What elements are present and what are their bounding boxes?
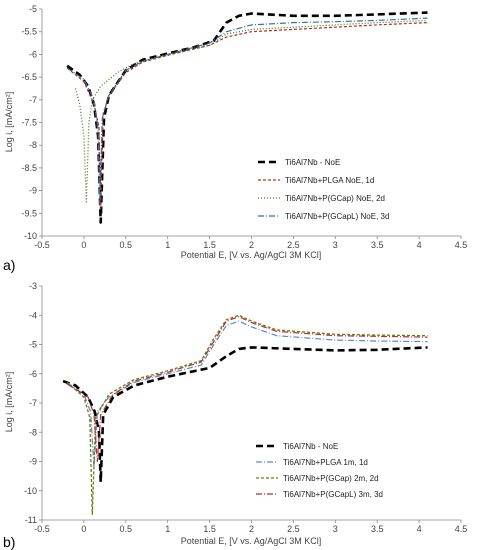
legend-label-2: Ti6Al7Nb+PLGA NoE, 1d (285, 176, 374, 185)
x-tick-label: 1.5 (203, 524, 216, 534)
x-tick-label: 1 (165, 240, 170, 250)
y-tick-label: -5 (29, 340, 37, 350)
y-tick-label: -9.5 (21, 208, 37, 218)
y-tick-label: -5.5 (21, 27, 37, 37)
x-tick-label: 3.5 (371, 240, 384, 250)
x-tick-label: 0 (81, 524, 86, 534)
series-line-2 (66, 320, 428, 468)
x-tick-label: 2.5 (287, 240, 300, 250)
legend-label-1: Ti6Al7Nb - NoE (283, 442, 338, 451)
y-axis-title: Log i, [mA/cm²] (4, 92, 14, 153)
y-tick-label: -8 (29, 427, 37, 437)
panel-label: b) (3, 534, 15, 550)
x-tick-label: -0.5 (34, 240, 50, 250)
legend-label-1: Ti6Al7Nb - NoE (285, 158, 340, 167)
x-tick-label: 1.5 (203, 240, 216, 250)
x-tick-label: 0.5 (120, 524, 133, 534)
y-tick-label: -4 (29, 310, 37, 320)
y-tick-label: -6.5 (21, 72, 37, 82)
x-tick-label: 0 (81, 240, 86, 250)
panel-b-chart: -0.5 0 0.5 1 1.5 2 2.5 3 3.5 4 4.5 -3 -4 -5 -6 -7 -8 -9 -1… (3, 281, 467, 550)
x-axis-title: Potential E, [V vs. Ag/AgCl 3M KCl] (181, 250, 322, 260)
series-line-3 (66, 314, 428, 515)
series-line-4 (66, 17, 428, 205)
y-tick-label: -10 (24, 231, 37, 241)
y-tick-label: -7 (29, 95, 37, 105)
y-tick-label: -8 (29, 140, 37, 150)
y-tick-label: -3 (29, 281, 37, 291)
x-tick-label: 1 (165, 524, 170, 534)
y-tick-label: -9 (29, 457, 37, 467)
y-tick-label: -9 (29, 186, 37, 196)
y-tick-label: -7 (29, 398, 37, 408)
x-tick-label: 4.5 (455, 524, 468, 534)
y-tick-label: -11 (25, 515, 37, 525)
series-line-3 (74, 19, 428, 203)
series-line-4 (66, 316, 428, 463)
y-tick-label: -8.5 (21, 163, 37, 173)
x-tick-label: 0.5 (120, 240, 133, 250)
y-axis-title: Log i, [mA/cm²] (4, 372, 14, 433)
x-tick-label: 2.5 (287, 524, 300, 534)
x-tick-label: 4 (417, 524, 422, 534)
y-tick-label: -7.5 (21, 118, 37, 128)
series-line-1 (66, 11, 428, 224)
x-tick-label: -0.5 (34, 524, 50, 534)
y-tick-label: -6 (29, 369, 37, 379)
y-tick-label: -10 (24, 486, 37, 496)
x-tick-label: 3.5 (371, 524, 384, 534)
x-tick-label: 4 (417, 240, 422, 250)
y-tick-label: -5 (29, 4, 37, 14)
legend-label-4: Ti6Al7Nb+P(GCapL) NoE, 3d (285, 212, 389, 221)
x-tick-label: 4.5 (455, 240, 468, 250)
legend-label-2: Ti6Al7Nb+PLGA 1m, 1d (283, 458, 368, 467)
x-tick-label: 3 (333, 240, 338, 250)
series-line-2 (66, 22, 428, 210)
x-tick-label: 3 (333, 524, 338, 534)
legend-label-4: Ti6Al7Nb+P(GCapL) 3m, 3d (283, 490, 383, 499)
y-tick-label: -6 (29, 49, 37, 59)
x-tick-label: 2 (249, 240, 254, 250)
panel-label: a) (3, 257, 15, 273)
panel-a-chart: -0.5 0 0.5 1 1.5 2 2.5 3 3.5 4 4.5 -5 -5.5 -6 -6.5 -7 -7… (3, 4, 467, 273)
series-line-1 (62, 346, 428, 484)
x-axis-title: Potential E, [V vs. Ag/AgCl 3M KCl] (181, 536, 322, 546)
x-tick-label: 2 (249, 524, 254, 534)
legend-label-3: Ti6Al7Nb+P(GCap) NoE, 2d (285, 194, 385, 203)
legend-label-3: Ti6Al7Nb+P(GCap) 2m, 2d (283, 474, 379, 483)
